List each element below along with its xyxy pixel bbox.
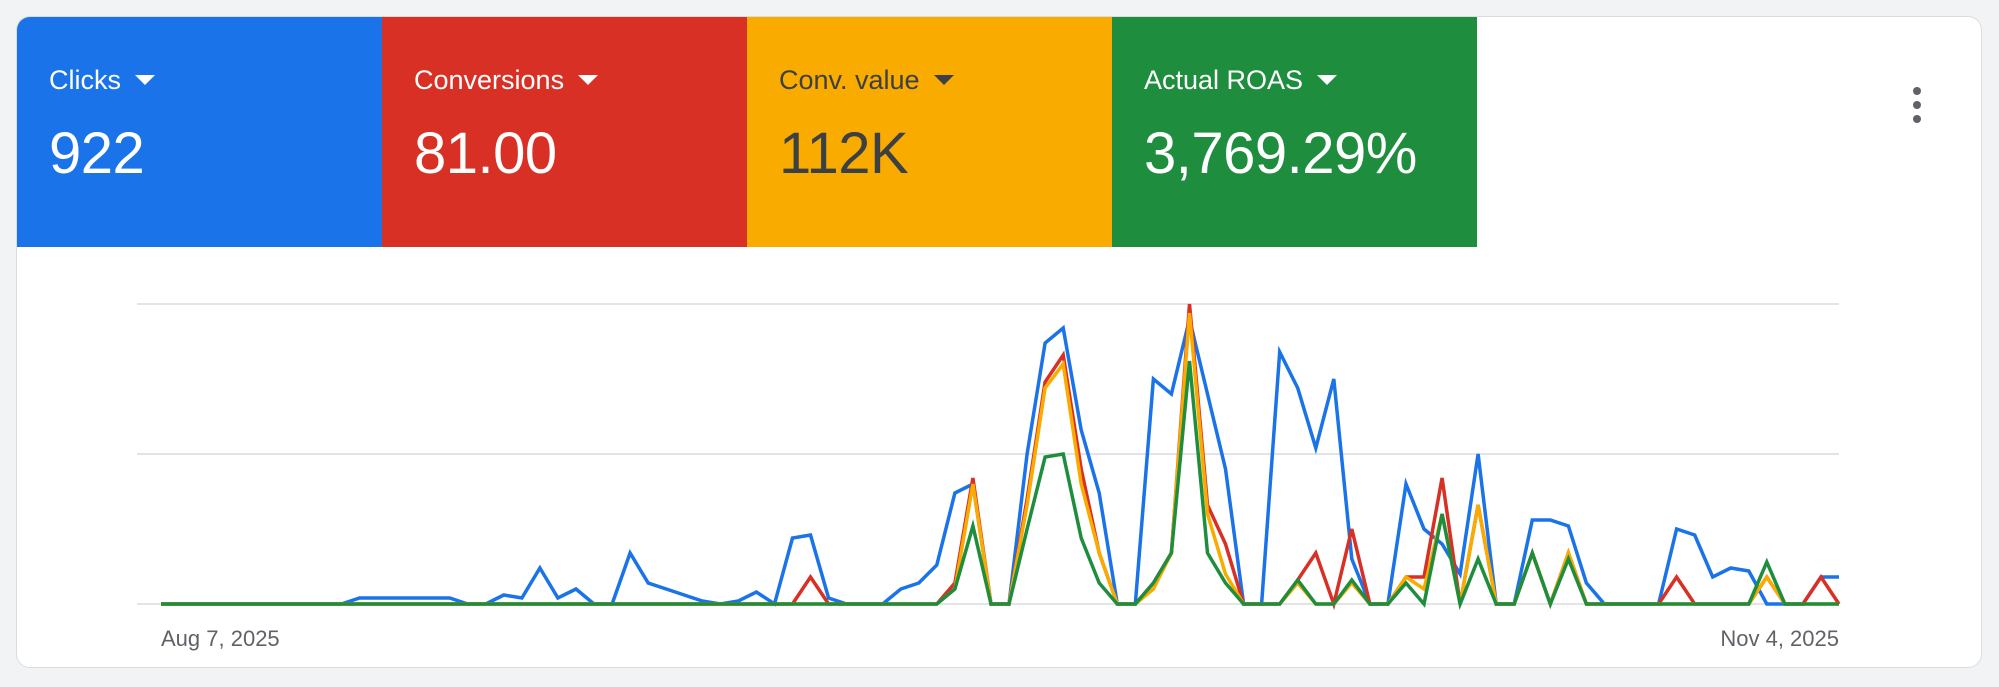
metric-value-conversions: 81.00 bbox=[414, 121, 557, 186]
dropdown-arrow-icon[interactable] bbox=[135, 75, 155, 85]
metric-header[interactable]: Conversions bbox=[414, 63, 747, 97]
metric-value-actual-roas: 3,769.29% bbox=[1144, 121, 1417, 186]
metric-header[interactable]: Actual ROAS bbox=[1144, 63, 1477, 97]
metric-label-clicks: Clicks bbox=[49, 65, 121, 95]
dropdown-arrow-icon[interactable] bbox=[578, 75, 599, 85]
more-dot bbox=[1913, 115, 1921, 123]
gridlines bbox=[137, 303, 1839, 605]
metric-label-conversions: Conversions bbox=[414, 65, 565, 95]
series-line-2 bbox=[161, 312, 1839, 610]
metric-header[interactable]: Conv. value bbox=[779, 63, 1112, 97]
dropdown-arrow-icon[interactable] bbox=[933, 75, 954, 85]
metric-card-actual-roas[interactable]: Actual ROAS 3,769.29% bbox=[1112, 17, 1477, 247]
series-lines bbox=[161, 303, 1841, 611]
metric-card-clicks[interactable]: Clicks 922 bbox=[17, 17, 382, 247]
performance-card: Clicks 922 Conversions 81.00 Conv. value… bbox=[16, 16, 1982, 668]
more-dot bbox=[1913, 101, 1921, 109]
more-dot bbox=[1913, 87, 1921, 95]
metric-card-conversions[interactable]: Conversions 81.00 bbox=[382, 17, 747, 247]
metric-tabs: Clicks 922 Conversions 81.00 Conv. value… bbox=[17, 17, 1477, 247]
metric-value-conv-value: 112K bbox=[779, 121, 909, 186]
metric-header[interactable]: Clicks bbox=[49, 63, 382, 97]
metric-card-conv-value[interactable]: Conv. value 112K bbox=[747, 17, 1112, 247]
line-chart: Aug 7, 2025 Nov 4, 2025 bbox=[137, 303, 1841, 651]
metric-label-conv-value: Conv. value bbox=[779, 65, 920, 95]
x-tick-start: Aug 7, 2025 bbox=[161, 626, 280, 651]
more-vert-icon[interactable] bbox=[1899, 75, 1935, 135]
metric-label-actual-roas: Actual ROAS bbox=[1144, 65, 1304, 95]
x-tick-end: Nov 4, 2025 bbox=[1720, 626, 1839, 651]
series-line-3 bbox=[161, 360, 1839, 611]
metric-value-clicks: 922 bbox=[49, 121, 145, 186]
series-line-0 bbox=[161, 318, 1839, 607]
dropdown-arrow-icon[interactable] bbox=[1317, 75, 1338, 85]
